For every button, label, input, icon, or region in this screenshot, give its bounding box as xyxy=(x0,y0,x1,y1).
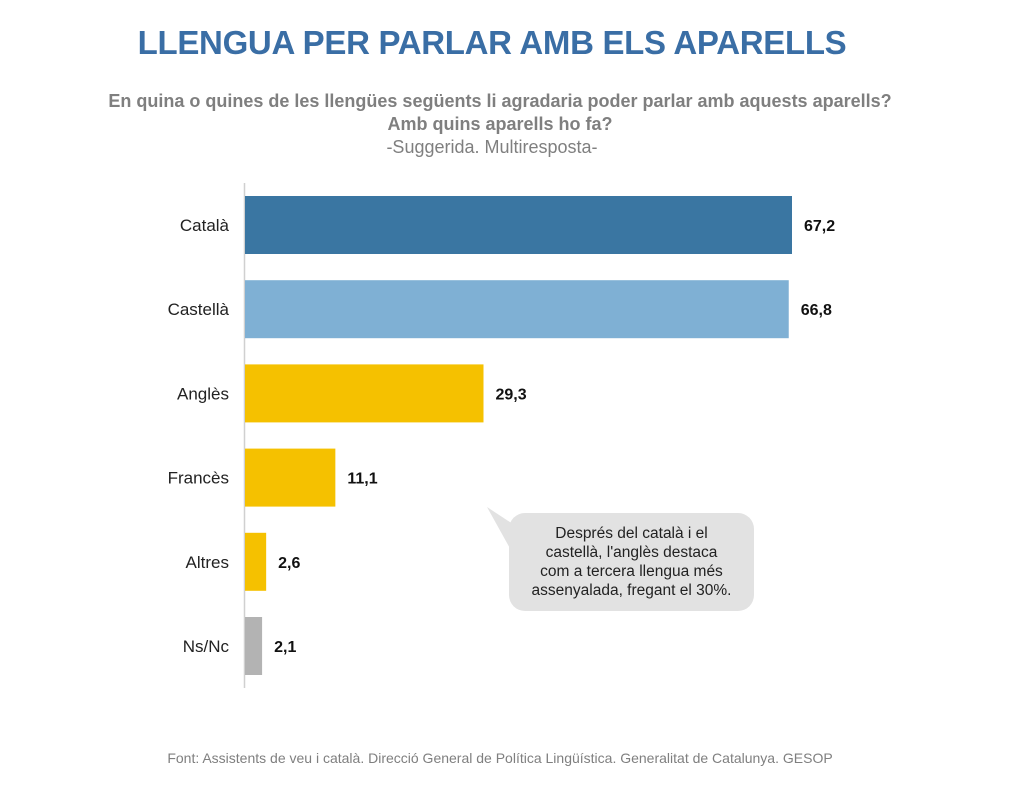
value-label: 2,6 xyxy=(278,555,300,572)
value-label: 66,8 xyxy=(801,302,832,319)
category-label: Anglès xyxy=(177,384,229,403)
bar-4 xyxy=(245,532,267,591)
question-note: -Suggerida. Multiresposta- xyxy=(386,137,598,157)
callout-box xyxy=(509,513,754,611)
bar-0 xyxy=(245,196,792,254)
question-line-1: En quina o quines de les llengües següen… xyxy=(108,91,892,111)
callout-line: Després del català i el xyxy=(555,525,708,542)
question-line-2: Amb quins aparells ho fa? xyxy=(387,114,613,134)
source-note: Font: Assistents de veu i català. Direcc… xyxy=(167,750,833,766)
value-label: 67,2 xyxy=(804,218,835,235)
bar-3 xyxy=(245,448,336,507)
chart-title: LLENGUA PER PARLAR AMB ELS APARELLS xyxy=(137,24,847,61)
category-label: Francès xyxy=(168,469,229,488)
value-label: 11,1 xyxy=(347,471,377,488)
bars-group: Català 67,2 Castellà 66,8 Anglès 29,3 Francès 1… xyxy=(168,196,835,675)
bar-5 xyxy=(245,617,263,675)
callout-text: Després del català i el castellà, l'angl… xyxy=(509,524,754,600)
callout-line: assenyalada, fregant el 30%. xyxy=(531,582,732,599)
category-label: Castellà xyxy=(168,300,230,319)
value-label: 29,3 xyxy=(495,386,526,403)
callout-line: com a tercera llengua més xyxy=(540,563,723,580)
category-label: Català xyxy=(180,216,230,235)
category-label: Altres xyxy=(186,553,229,572)
bar-1 xyxy=(245,280,789,339)
bar-2 xyxy=(245,364,484,423)
category-label: Ns/Nc xyxy=(183,637,230,656)
value-label: 2,1 xyxy=(274,639,296,656)
callout-line: castellà, l'anglès destaca xyxy=(545,544,718,561)
